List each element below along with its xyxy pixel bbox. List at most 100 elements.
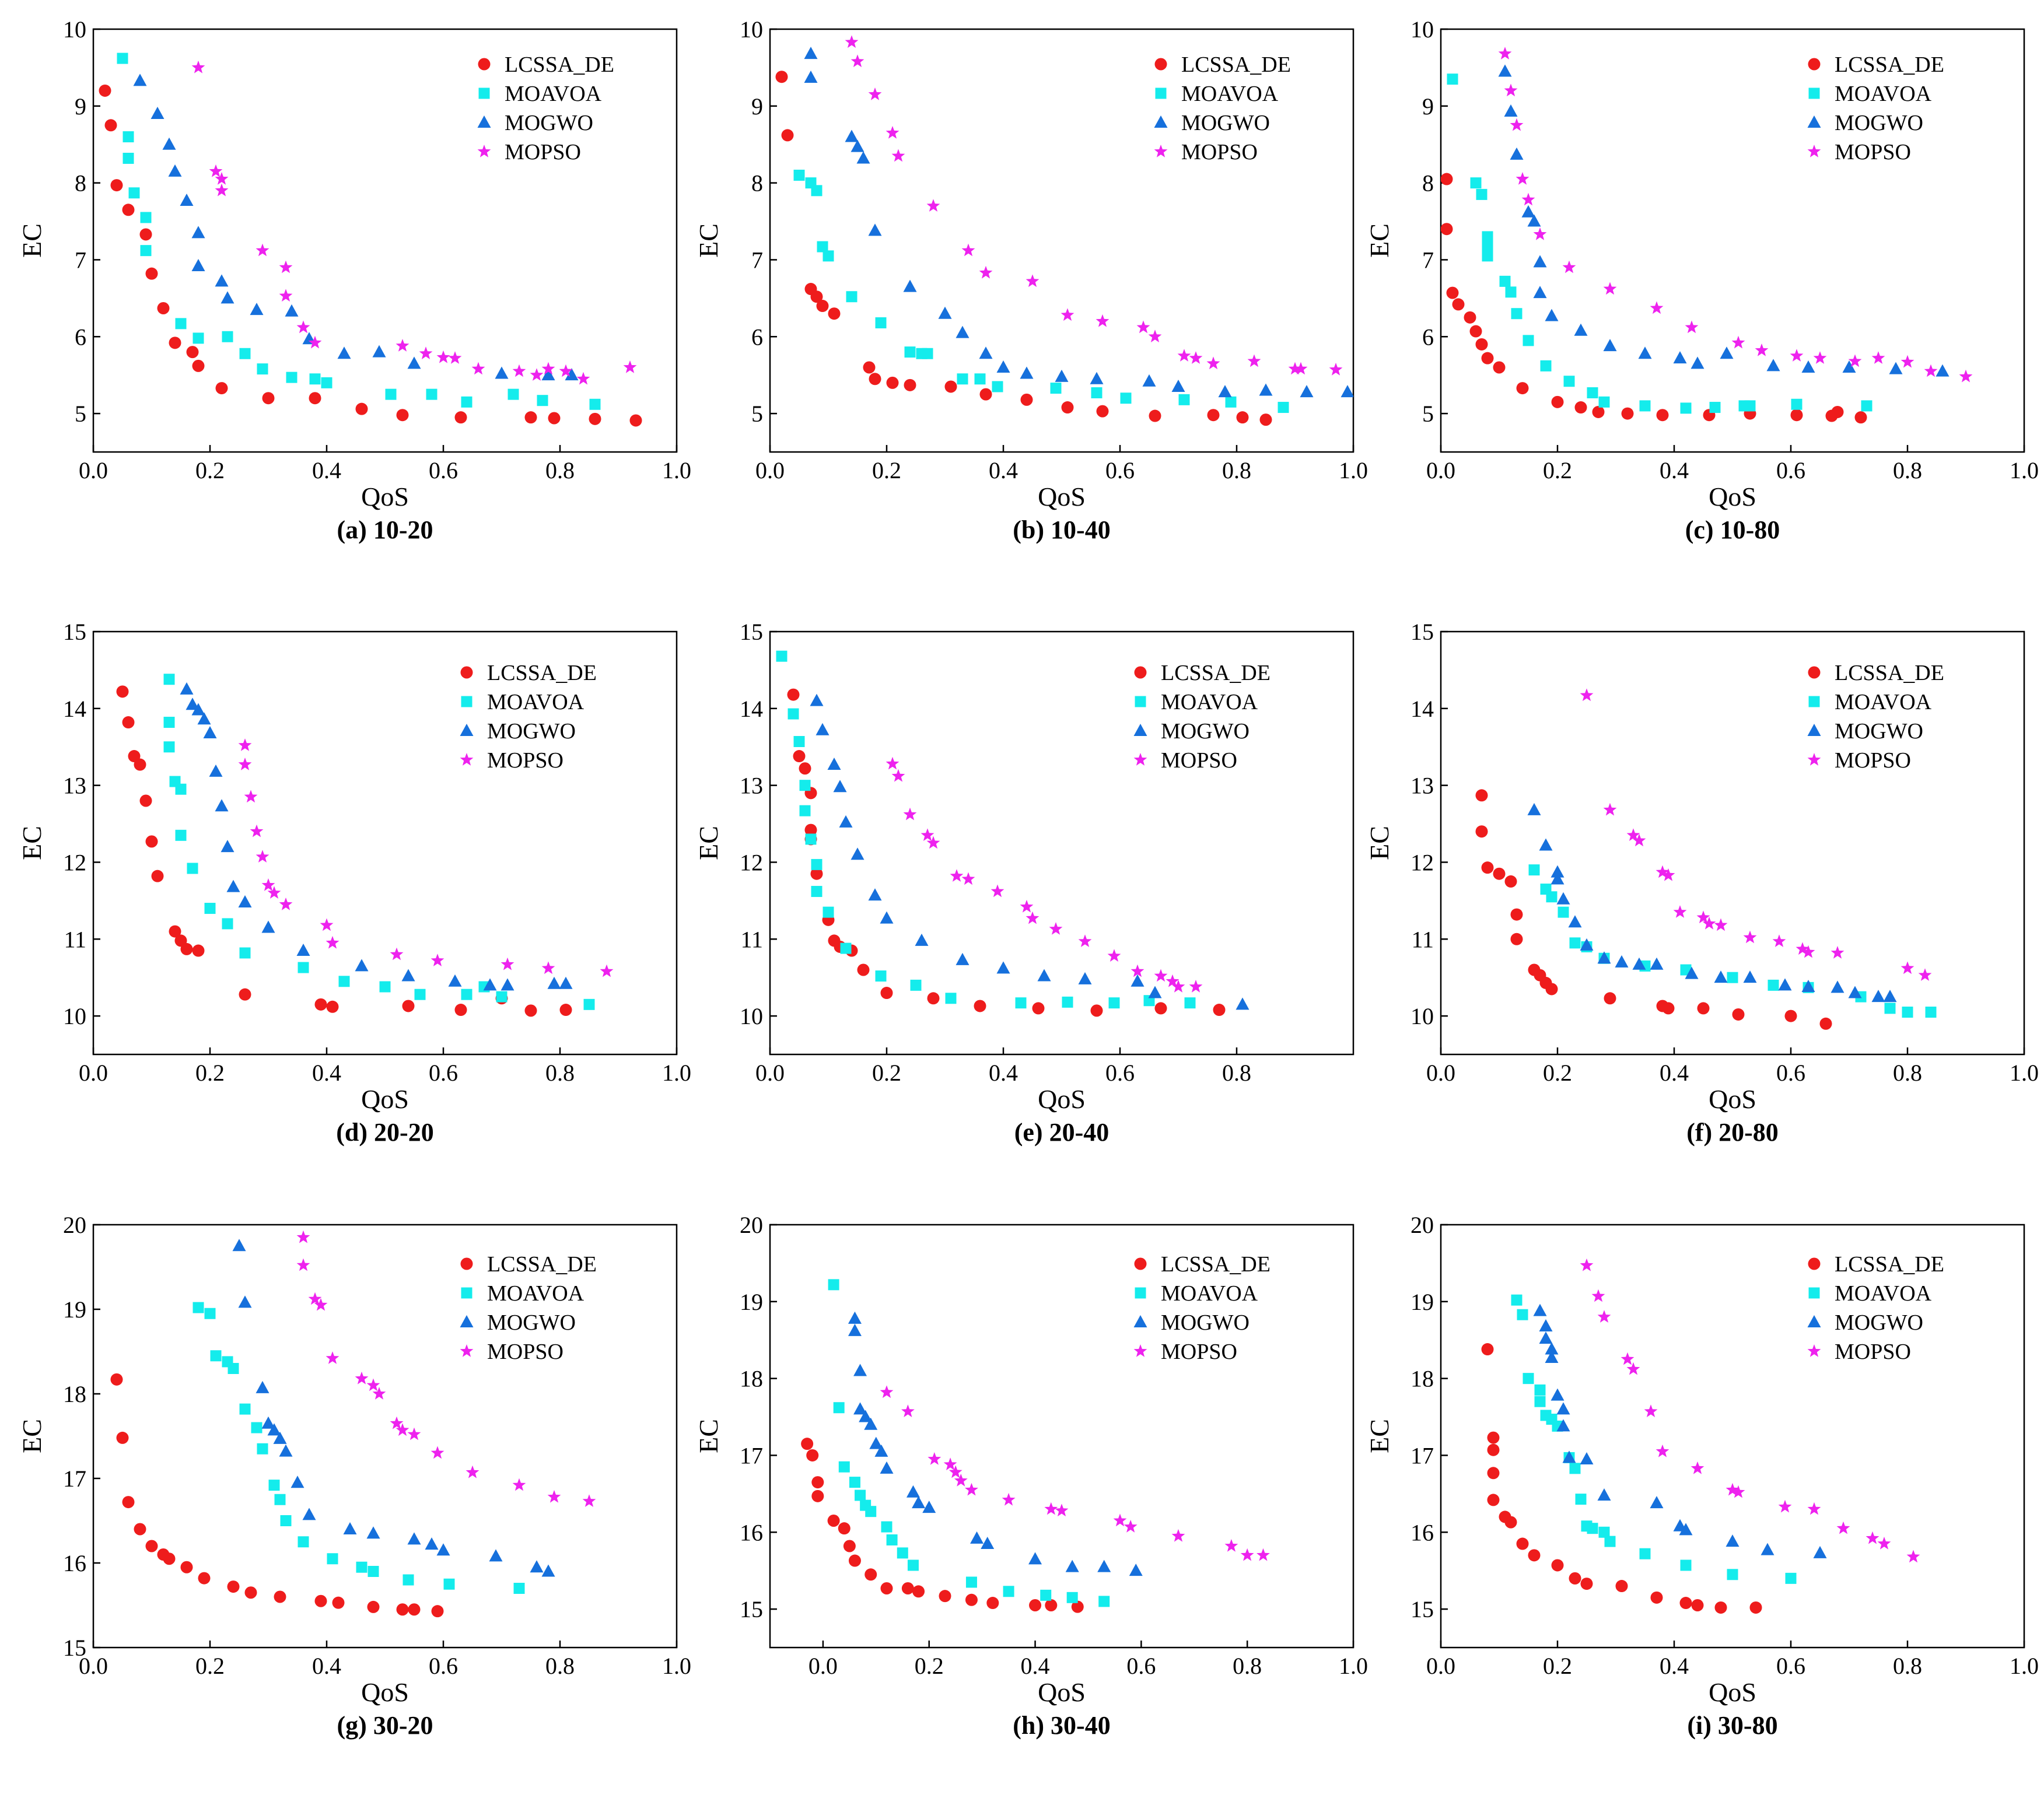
series-moavoa — [1511, 1294, 1797, 1584]
x-axis-label: QoS — [1038, 1084, 1086, 1114]
data-point-triangle — [845, 129, 859, 142]
data-point-square — [1563, 376, 1575, 387]
data-point-star — [1632, 833, 1646, 847]
data-point-star — [541, 961, 555, 975]
data-point-circle — [1441, 223, 1453, 236]
data-point-triangle — [407, 356, 421, 369]
data-point-triangle — [869, 1436, 883, 1449]
data-point-triangle — [372, 345, 386, 358]
legend-label: MOPSO — [487, 748, 564, 773]
data-point-square — [163, 717, 175, 728]
data-point-circle — [1510, 908, 1523, 921]
data-point-circle — [326, 1000, 339, 1013]
data-point-star — [954, 1474, 968, 1487]
series-moavoa — [1447, 73, 1873, 414]
data-point-circle — [811, 1476, 824, 1489]
data-point-circle — [244, 1586, 257, 1599]
x-tick-label: 0.8 — [545, 457, 575, 483]
data-point-triangle — [337, 346, 351, 359]
legend-label: MOAVOA — [487, 1281, 584, 1306]
data-point-circle — [1446, 286, 1459, 299]
data-point-star — [512, 1478, 526, 1491]
x-tick-label: 0.6 — [1105, 457, 1135, 483]
data-point-circle — [139, 228, 152, 241]
data-point-circle — [548, 412, 561, 425]
subplot-caption: (f) 20-80 — [1686, 1118, 1779, 1147]
data-point-star — [1790, 349, 1804, 362]
data-point-star — [868, 87, 882, 100]
data-point-triangle — [922, 1501, 936, 1513]
x-axis-label: QoS — [1709, 1677, 1756, 1707]
legend-label: LCSSA_DE — [1161, 1252, 1270, 1277]
legend-marker-circle — [1808, 1257, 1821, 1270]
data-point-triangle — [874, 1444, 888, 1457]
data-point-star — [1130, 964, 1144, 977]
data-point-triangle — [1848, 986, 1862, 998]
plot-area — [1481, 1258, 1920, 1614]
data-point-square — [513, 1583, 525, 1594]
data-point-triangle — [956, 325, 970, 338]
data-point-star — [1813, 351, 1827, 364]
data-point-square — [793, 736, 805, 747]
data-point-circle — [1441, 173, 1453, 185]
data-point-triangle — [1936, 364, 1950, 377]
legend-marker-triangle — [1807, 1315, 1821, 1327]
plot-area — [110, 1230, 596, 1618]
y-axis-label: EC — [1364, 223, 1394, 258]
data-point-square — [1470, 177, 1482, 189]
data-point-square — [1575, 1494, 1587, 1505]
data-point-circle — [104, 119, 117, 132]
data-point-triangle — [168, 164, 182, 177]
subplot-caption: (i) 30-80 — [1687, 1711, 1777, 1740]
data-point-star — [1731, 1485, 1745, 1498]
data-point-star — [1002, 1492, 1016, 1506]
series-mogwo — [232, 1239, 555, 1577]
data-point-triangle — [1550, 865, 1564, 878]
data-point-circle — [912, 1585, 925, 1598]
x-tick-label: 0.8 — [1893, 457, 1922, 483]
data-point-star — [471, 362, 485, 375]
data-point-star — [1650, 301, 1664, 314]
y-tick-label: 19 — [1410, 1289, 1434, 1315]
y-tick-label: 8 — [1422, 170, 1434, 197]
legend-marker-circle — [1808, 58, 1821, 71]
data-point-square — [175, 829, 187, 841]
data-point-triangle — [1527, 802, 1541, 815]
data-point-triangle — [804, 71, 818, 83]
data-point-circle — [589, 412, 601, 425]
data-point-square — [875, 317, 887, 329]
legend-marker-circle — [1134, 666, 1147, 679]
data-point-triangle — [343, 1522, 357, 1534]
x-tick-label: 0.4 — [989, 457, 1018, 483]
data-point-star — [308, 335, 322, 349]
data-point-square — [1108, 997, 1120, 1009]
data-point-triangle — [938, 306, 952, 319]
data-point-square — [1184, 997, 1196, 1009]
y-tick-label: 11 — [64, 926, 86, 952]
data-point-square — [904, 346, 916, 358]
data-point-triangle — [191, 259, 205, 271]
data-point-triangle — [1726, 1534, 1740, 1547]
data-point-square — [828, 1279, 839, 1291]
data-point-square — [257, 363, 268, 375]
y-tick-label: 17 — [1410, 1442, 1434, 1468]
y-tick-label: 15 — [740, 1596, 763, 1622]
data-point-circle — [775, 71, 788, 83]
data-point-circle — [367, 1600, 380, 1613]
y-tick-label: 12 — [1410, 849, 1434, 875]
data-point-square — [922, 348, 933, 359]
data-point-square — [123, 131, 134, 143]
data-point-triangle — [355, 959, 369, 972]
data-point-star — [949, 1465, 963, 1478]
data-point-triangle — [180, 193, 194, 206]
data-point-triangle — [1638, 346, 1652, 359]
data-point-triangle — [1650, 957, 1664, 970]
data-point-circle — [169, 925, 181, 938]
data-point-triangle — [1097, 1559, 1111, 1572]
data-point-triangle — [425, 1537, 439, 1550]
data-point-circle — [559, 1004, 572, 1017]
data-point-star — [1166, 974, 1180, 987]
data-point-circle — [1213, 1004, 1226, 1017]
data-point-square — [1499, 275, 1511, 287]
